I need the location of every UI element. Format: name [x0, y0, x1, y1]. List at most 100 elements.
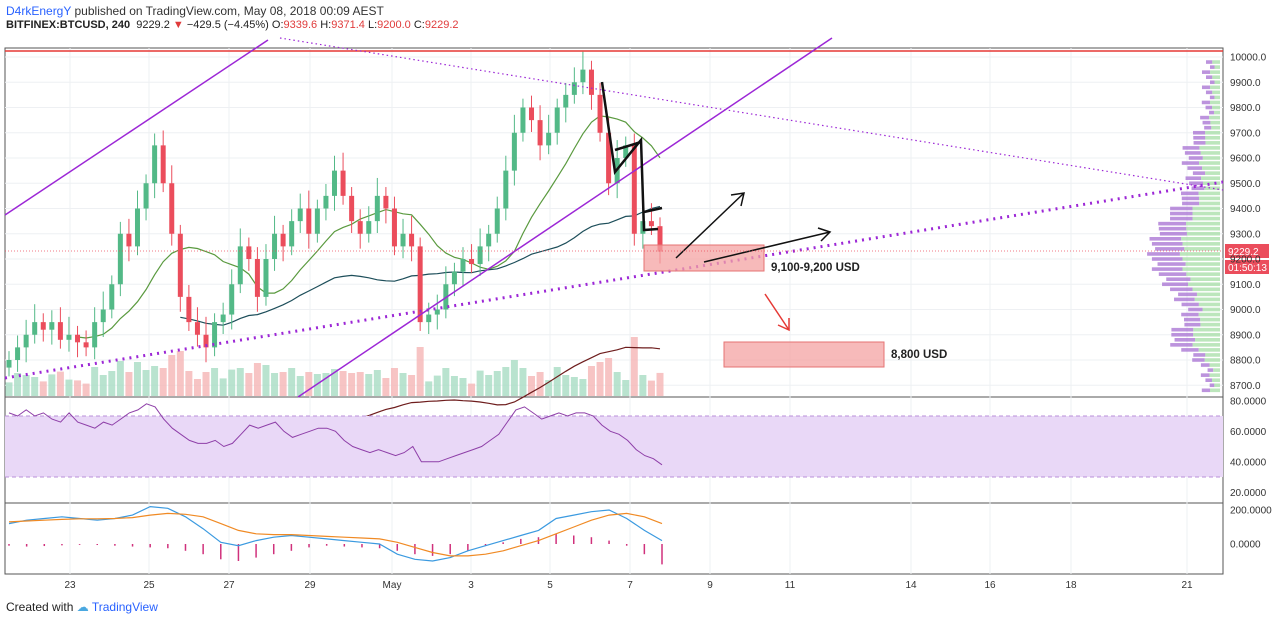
vp-bar-down: [1205, 60, 1213, 64]
candle-body: [186, 296, 192, 323]
volume-bar: [510, 360, 518, 396]
volume-bar: [116, 361, 124, 396]
candle-body: [194, 322, 200, 335]
candle-body: [32, 322, 38, 335]
vp-bar-up: [1198, 348, 1220, 352]
pattern-drawing[interactable]: [600, 81, 659, 232]
candle-body: [177, 233, 183, 297]
candle-body: [6, 360, 12, 368]
vp-bar-up: [1205, 353, 1220, 357]
rsi-tick-label: 40.0000: [1230, 457, 1267, 468]
vp-bar-down: [1209, 95, 1215, 100]
vp-bar-up: [1184, 247, 1220, 251]
rsi-tick-label: 20.0000: [1230, 488, 1267, 499]
chart-frame: [4, 47, 1224, 575]
vp-bar-down: [1181, 161, 1199, 165]
last-price: 9229.2: [136, 19, 170, 31]
candle-body: [100, 309, 106, 323]
vp-bar-down: [1170, 206, 1193, 211]
volume-bar: [459, 378, 467, 396]
pattern-drawing-leg2[interactable]: [643, 206, 663, 214]
vp-bar-up: [1213, 368, 1220, 372]
vp-bar-up: [1185, 262, 1220, 266]
vp-bar-down: [1201, 100, 1210, 105]
countdown-text: 01:50:13: [1228, 263, 1267, 274]
vp-bar-down: [1189, 181, 1204, 186]
arrow-down-red-icon[interactable]: [764, 293, 790, 332]
trend-channel-upper[interactable]: [4, 39, 269, 216]
open-value: 9339.6: [283, 19, 318, 31]
symbol-legend: BITFINEX:BTCUSD, 240 9229.2 ▼ −429.5 (−4…: [6, 19, 459, 31]
price-tick-label: 9300.0: [1230, 229, 1261, 240]
trend-channel-lower[interactable]: [297, 37, 833, 398]
rsi-tick-label: 80.0000: [1230, 396, 1267, 407]
candle-body: [297, 208, 303, 222]
pattern-drawing-leg[interactable]: [614, 140, 642, 152]
vp-bar-down: [1170, 343, 1193, 347]
volume-bar: [596, 362, 604, 396]
volume-bar: [647, 380, 655, 396]
candle-body: [391, 208, 397, 247]
vp-bar-down: [1204, 125, 1212, 130]
stoch-line-blue: [8, 505, 663, 562]
support-zone-1[interactable]: [643, 244, 765, 272]
candle-body: [606, 132, 612, 184]
close-label: C:: [413, 19, 425, 31]
candle-body: [529, 107, 535, 121]
candle-body: [263, 259, 269, 297]
volume-bar: [450, 376, 458, 396]
vp-bar-up: [1198, 196, 1220, 201]
volume-bar: [74, 380, 82, 396]
candle-body: [323, 195, 329, 209]
descending-trendline[interactable]: [279, 37, 1224, 191]
vp-bar-up: [1198, 302, 1220, 307]
vp-bar-up: [1182, 257, 1220, 261]
volume-bar: [390, 368, 398, 396]
price-tick-label: 9200.0: [1230, 255, 1261, 266]
symbol-name[interactable]: BITFINEX:BTCUSD, 240: [6, 19, 131, 31]
vp-bar-down: [1201, 85, 1211, 90]
vp-bar-up: [1210, 85, 1220, 90]
high-value: 9371.4: [331, 19, 365, 31]
support-zone-2[interactable]: [723, 341, 885, 368]
arrow-up-right-icon[interactable]: [675, 192, 745, 259]
volume-bar: [433, 375, 441, 396]
tradingview-logo-icon[interactable]: ☁: [76, 600, 89, 614]
volume-bar: [159, 368, 167, 396]
candle-body: [314, 208, 320, 234]
volume-bar: [305, 372, 313, 396]
candle-body: [83, 342, 89, 348]
down-arrow-icon: ▼: [172, 19, 184, 31]
vp-bar-down: [1185, 176, 1202, 180]
vp-bar-up: [1209, 363, 1220, 367]
tradingview-link[interactable]: TradingView: [91, 600, 158, 614]
author-name[interactable]: D4rkEnergY: [6, 4, 72, 18]
vp-bar-up: [1188, 282, 1220, 287]
arrow-right-icon[interactable]: [703, 227, 832, 263]
ascending-support-line[interactable]: [4, 180, 1224, 380]
vp-bar-up: [1214, 65, 1220, 69]
stoch-lines: [8, 505, 663, 565]
axes: 10000.09900.09800.09700.09600.09500.0940…: [64, 53, 1272, 592]
candle-body: [434, 309, 440, 315]
vp-bar-up: [1213, 110, 1220, 115]
stoch-tick-label: 200.0000: [1230, 506, 1272, 517]
vp-bar-down: [1170, 216, 1193, 221]
candle-body: [374, 195, 380, 222]
candle-body: [409, 233, 415, 247]
candle-body: [460, 259, 466, 272]
vp-bar-down: [1151, 257, 1183, 261]
volume-bars: [5, 337, 664, 396]
vp-bar-down: [1171, 332, 1194, 337]
candle-body: [494, 208, 500, 234]
candle-body: [580, 69, 586, 83]
vp-bar-up: [1186, 272, 1220, 276]
candle-body: [237, 246, 243, 285]
candle-body: [40, 322, 46, 330]
volume-bar: [39, 381, 47, 396]
volume-bar: [356, 372, 364, 396]
volume-bar: [48, 374, 56, 396]
price-tick-label: 9500.0: [1230, 179, 1261, 190]
time-tick-label: 27: [223, 580, 235, 591]
